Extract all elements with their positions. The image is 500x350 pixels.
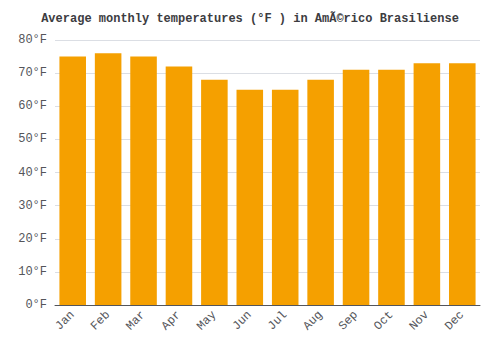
svg-text:Mar: Mar	[123, 308, 148, 333]
svg-text:Nov: Nov	[407, 308, 432, 333]
svg-text:Sep: Sep	[336, 308, 361, 333]
svg-text:Feb: Feb	[88, 308, 113, 333]
svg-text:Aug: Aug	[300, 308, 325, 333]
svg-text:Apr: Apr	[159, 308, 184, 333]
svg-text:Oct: Oct	[371, 308, 396, 333]
svg-text:Dec: Dec	[442, 308, 467, 333]
svg-text:70°F: 70°F	[18, 66, 47, 80]
svg-text:Jul: Jul	[265, 308, 290, 333]
svg-text:Average monthly temperatures (: Average monthly temperatures (°F ) in Am…	[41, 11, 459, 26]
svg-text:10°F: 10°F	[18, 265, 47, 279]
svg-text:50°F: 50°F	[18, 132, 47, 146]
svg-text:Jan: Jan	[53, 308, 78, 333]
svg-text:30°F: 30°F	[18, 199, 47, 213]
svg-text:0°F: 0°F	[25, 298, 47, 312]
svg-text:40°F: 40°F	[18, 166, 47, 180]
svg-text:80°F: 80°F	[18, 33, 47, 47]
svg-text:60°F: 60°F	[18, 99, 47, 113]
svg-text:May: May	[194, 308, 219, 333]
svg-text:Jun: Jun	[230, 308, 255, 333]
svg-text:20°F: 20°F	[18, 232, 47, 246]
